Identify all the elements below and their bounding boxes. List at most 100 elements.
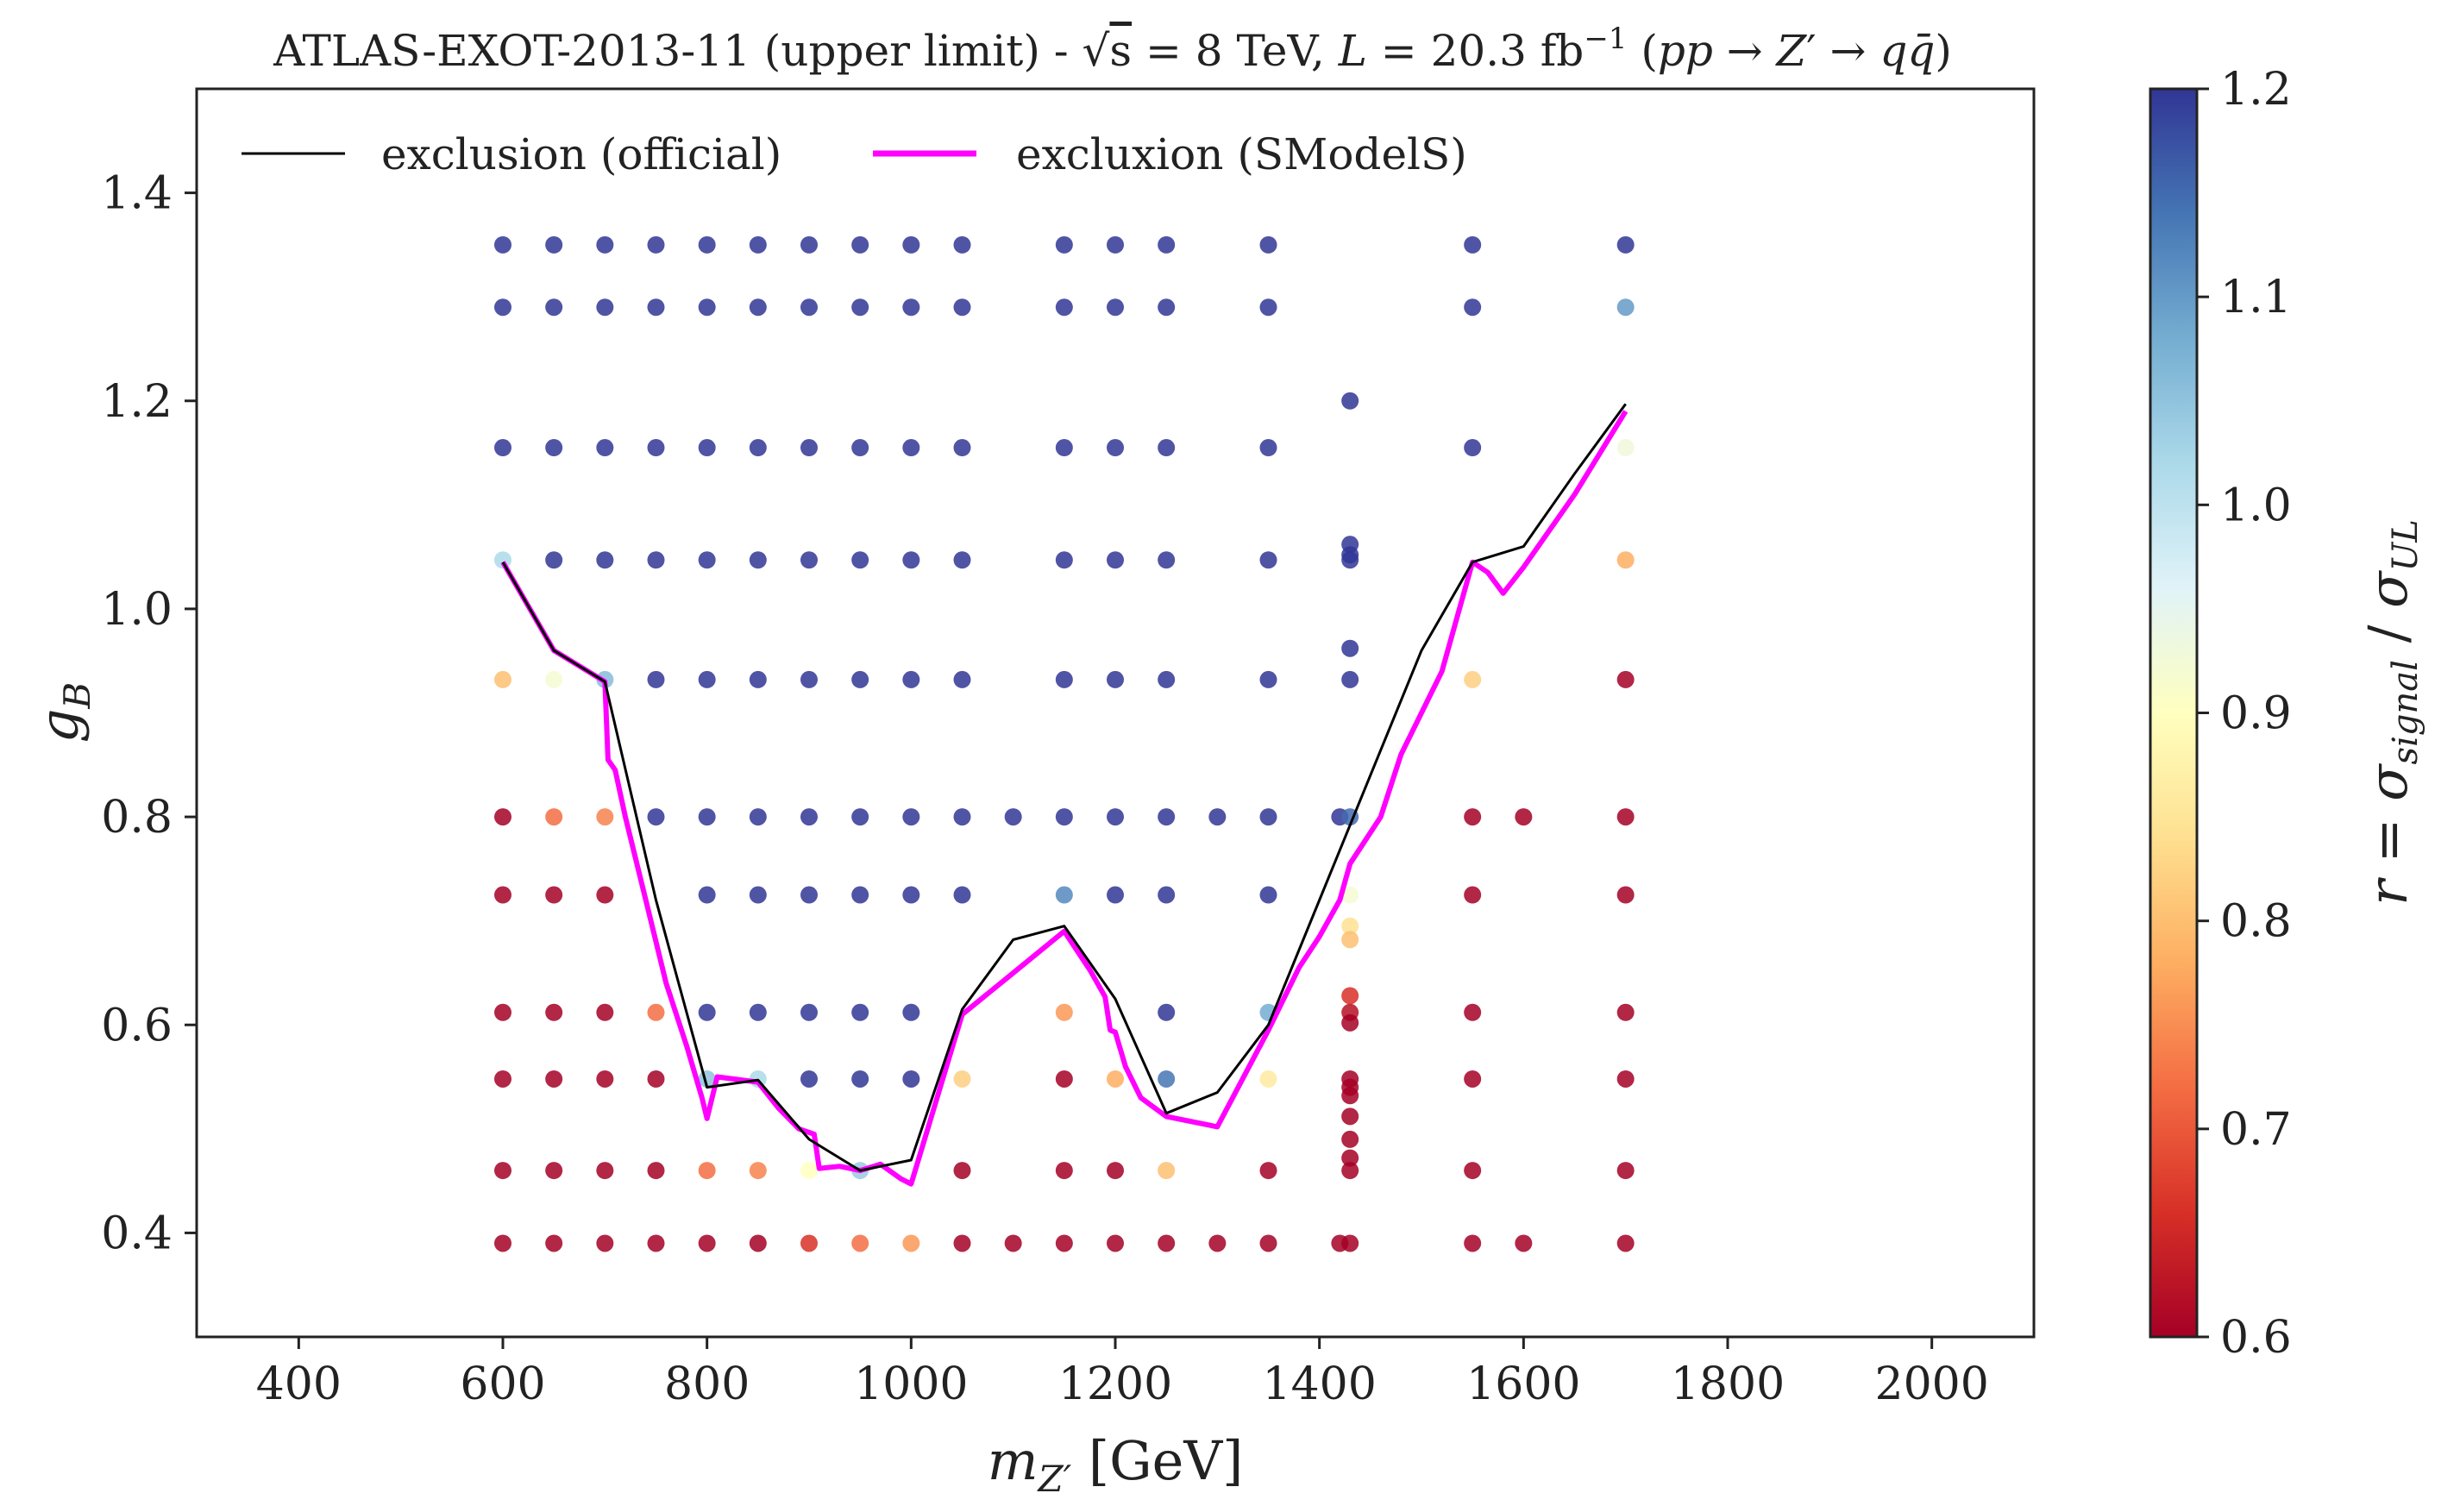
data-point-79 — [1107, 670, 1124, 688]
legend-label-smodels: excluxion (SModelS) — [1016, 129, 1467, 179]
data-point-94 — [953, 808, 971, 826]
data-point-178 — [1616, 1162, 1635, 1180]
data-point-127 — [596, 1003, 614, 1021]
data-point-143 — [596, 1070, 614, 1088]
data-point-123 — [1341, 931, 1359, 949]
data-point-121 — [1616, 886, 1635, 904]
data-point-148 — [851, 1070, 869, 1088]
x-tick-label: 2000 — [1874, 1358, 1988, 1410]
data-point-80 — [1158, 670, 1176, 688]
data-point-125 — [494, 1003, 511, 1021]
data-point-29 — [1259, 298, 1277, 317]
y-tick-label: 1.2 — [101, 376, 173, 428]
data-point-63 — [1158, 551, 1176, 569]
data-point-17 — [545, 298, 563, 317]
data-point-176 — [1341, 1162, 1359, 1180]
data-point-144 — [647, 1070, 665, 1088]
data-point-37 — [698, 439, 716, 457]
data-point-167 — [698, 1162, 716, 1180]
data-point-34 — [545, 439, 563, 457]
data-point-192 — [1158, 1234, 1176, 1252]
data-point-10 — [1055, 235, 1073, 254]
data-point-139 — [1616, 1003, 1635, 1021]
data-point-122 — [1341, 917, 1359, 935]
data-point-48 — [1616, 439, 1635, 457]
data-point-61 — [1055, 551, 1073, 569]
data-point-198 — [1515, 1234, 1533, 1252]
data-point-91 — [800, 808, 818, 826]
smodels-exclusion-line — [500, 410, 1628, 1187]
data-point-77 — [953, 670, 971, 688]
data-point-197 — [1464, 1234, 1482, 1252]
data-point-185 — [800, 1234, 818, 1252]
data-point-142 — [545, 1070, 563, 1088]
data-point-89 — [698, 808, 716, 826]
data-point-114 — [953, 886, 971, 904]
y-tick-label: 1.4 — [101, 168, 173, 220]
data-point-120 — [1464, 886, 1482, 904]
data-point-72 — [698, 670, 716, 688]
data-point-88 — [647, 808, 665, 826]
data-point-147 — [800, 1070, 818, 1088]
legend: exclusion (official) excluxion (SModelS) — [242, 129, 1467, 179]
data-point-87 — [596, 808, 614, 826]
x-tick-label: 600 — [460, 1358, 545, 1410]
data-point-96 — [1055, 808, 1073, 826]
data-point-69 — [545, 670, 563, 688]
y-tick-label: 0.4 — [101, 1208, 173, 1259]
data-point-180 — [545, 1234, 563, 1252]
data-point-138 — [1464, 1003, 1482, 1021]
y-tick-label: 0.6 — [101, 1000, 173, 1051]
data-point-83 — [1464, 670, 1482, 688]
data-point-163 — [494, 1162, 511, 1180]
data-point-172 — [1055, 1162, 1073, 1180]
data-point-82 — [1341, 670, 1359, 688]
x-tick-label: 1200 — [1058, 1358, 1172, 1410]
data-point-55 — [698, 551, 716, 569]
data-point-32 — [1341, 392, 1359, 410]
data-point-130 — [749, 1003, 767, 1021]
data-point-85 — [494, 808, 511, 826]
data-point-57 — [800, 551, 818, 569]
colorbar-tick-label: 0.9 — [2220, 688, 2292, 740]
data-point-117 — [1158, 886, 1176, 904]
data-point-160 — [1341, 1107, 1359, 1126]
data-point-54 — [647, 551, 665, 569]
data-point-134 — [1055, 1003, 1073, 1021]
data-point-104 — [1515, 808, 1533, 826]
data-point-135 — [1158, 1003, 1176, 1021]
data-point-95 — [1004, 808, 1022, 826]
data-point-112 — [851, 886, 869, 904]
data-point-140 — [1341, 1013, 1359, 1032]
legend-label-official: exclusion (official) — [381, 129, 781, 179]
data-point-36 — [647, 439, 665, 457]
data-point-119 — [1341, 886, 1359, 904]
data-point-193 — [1208, 1234, 1227, 1252]
data-point-56 — [749, 551, 767, 569]
data-point-133 — [902, 1003, 920, 1021]
data-point-171 — [953, 1162, 971, 1180]
data-point-42 — [953, 439, 971, 457]
data-point-21 — [749, 298, 767, 317]
data-point-31 — [1616, 298, 1635, 317]
y-tick-label: 0.8 — [101, 792, 173, 844]
data-point-84 — [1616, 670, 1635, 688]
data-point-98 — [1158, 808, 1176, 826]
x-tick-label: 1400 — [1262, 1358, 1376, 1410]
data-point-47 — [1464, 439, 1482, 457]
data-point-177 — [1464, 1162, 1482, 1180]
x-tick-label: 400 — [256, 1358, 342, 1410]
data-point-110 — [749, 886, 767, 904]
data-point-0 — [494, 235, 511, 254]
data-point-71 — [647, 670, 665, 688]
data-point-108 — [596, 886, 614, 904]
data-point-14 — [1464, 235, 1482, 254]
data-point-106 — [494, 886, 511, 904]
data-point-41 — [902, 439, 920, 457]
data-point-67 — [1341, 639, 1359, 657]
data-point-196 — [1341, 1234, 1359, 1252]
data-point-168 — [749, 1162, 767, 1180]
plot-frame — [195, 87, 2036, 1339]
